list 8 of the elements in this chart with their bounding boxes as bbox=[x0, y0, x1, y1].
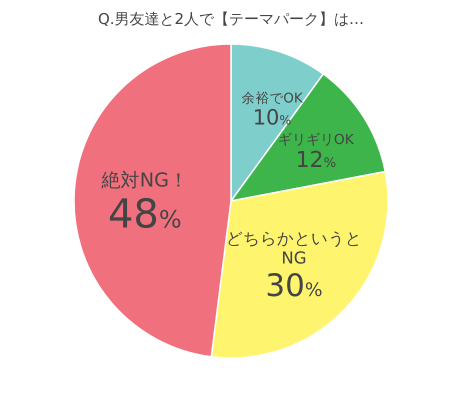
slice-label: どちらかというとNG bbox=[226, 228, 362, 268]
data-label: 30% bbox=[265, 268, 323, 304]
data-label: 48% bbox=[108, 192, 182, 238]
chart-title: Q.男友達と2人で【テーマパーク】は… bbox=[98, 10, 364, 28]
slice-label: ギリギリOK bbox=[278, 132, 355, 148]
slice-label: 絶対NG！ bbox=[100, 168, 188, 192]
data-label: 12% bbox=[296, 148, 336, 173]
slice-label: 余裕でOK bbox=[241, 90, 304, 107]
